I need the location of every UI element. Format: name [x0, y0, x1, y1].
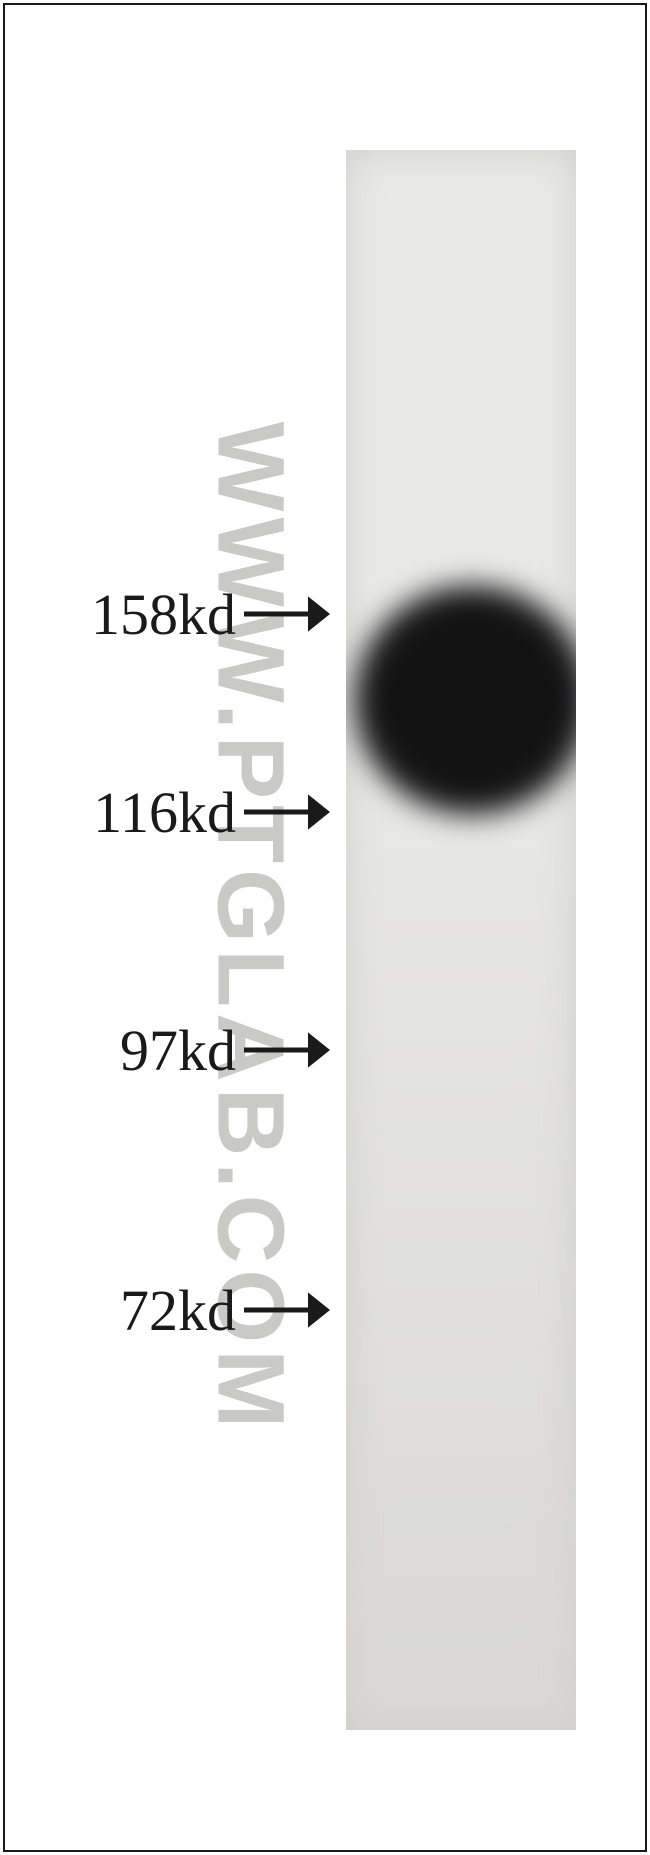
protein-band [354, 585, 576, 815]
mw-marker-label: 158kd [91, 581, 236, 648]
mw-marker: 116kd [93, 783, 330, 841]
mw-marker: 72kd [120, 1281, 330, 1339]
lane-background [346, 150, 576, 1730]
arrow-right-icon [244, 790, 330, 834]
mw-marker: 158kd [91, 585, 330, 643]
mw-marker-label: 72kd [120, 1277, 236, 1344]
arrow-right-icon [244, 592, 330, 636]
blot-lane [346, 150, 576, 1730]
mw-marker: 97kd [120, 1021, 330, 1079]
mw-marker-label: 116kd [93, 779, 236, 846]
mw-marker-label: 97kd [120, 1017, 236, 1084]
arrow-right-icon [244, 1028, 330, 1072]
arrow-right-icon [244, 1288, 330, 1332]
